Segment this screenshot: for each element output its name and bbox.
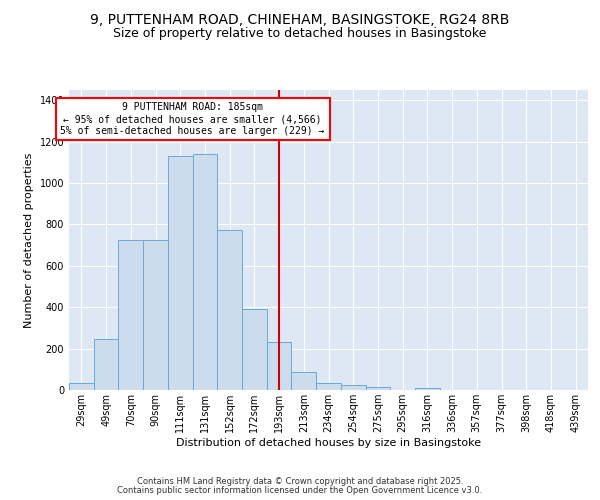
Bar xyxy=(316,384,341,390)
Bar xyxy=(242,310,267,390)
Bar xyxy=(365,387,390,390)
Text: Contains public sector information licensed under the Open Government Licence v3: Contains public sector information licen… xyxy=(118,486,482,495)
Bar xyxy=(94,339,118,390)
Bar xyxy=(118,240,143,390)
Text: Size of property relative to detached houses in Basingstoke: Size of property relative to detached ho… xyxy=(113,28,487,40)
Bar xyxy=(341,386,365,390)
Bar xyxy=(217,230,242,390)
Text: Contains HM Land Registry data © Crown copyright and database right 2025.: Contains HM Land Registry data © Crown c… xyxy=(137,477,463,486)
Y-axis label: Number of detached properties: Number of detached properties xyxy=(24,152,34,328)
Bar xyxy=(292,372,316,390)
Bar xyxy=(143,240,168,390)
X-axis label: Distribution of detached houses by size in Basingstoke: Distribution of detached houses by size … xyxy=(176,438,481,448)
Text: 9, PUTTENHAM ROAD, CHINEHAM, BASINGSTOKE, RG24 8RB: 9, PUTTENHAM ROAD, CHINEHAM, BASINGSTOKE… xyxy=(91,12,509,26)
Bar xyxy=(69,383,94,390)
Bar xyxy=(267,342,292,390)
Bar xyxy=(193,154,217,390)
Bar xyxy=(415,388,440,390)
Bar xyxy=(168,156,193,390)
Text: 9 PUTTENHAM ROAD: 185sqm
← 95% of detached houses are smaller (4,566)
5% of semi: 9 PUTTENHAM ROAD: 185sqm ← 95% of detach… xyxy=(61,102,325,136)
